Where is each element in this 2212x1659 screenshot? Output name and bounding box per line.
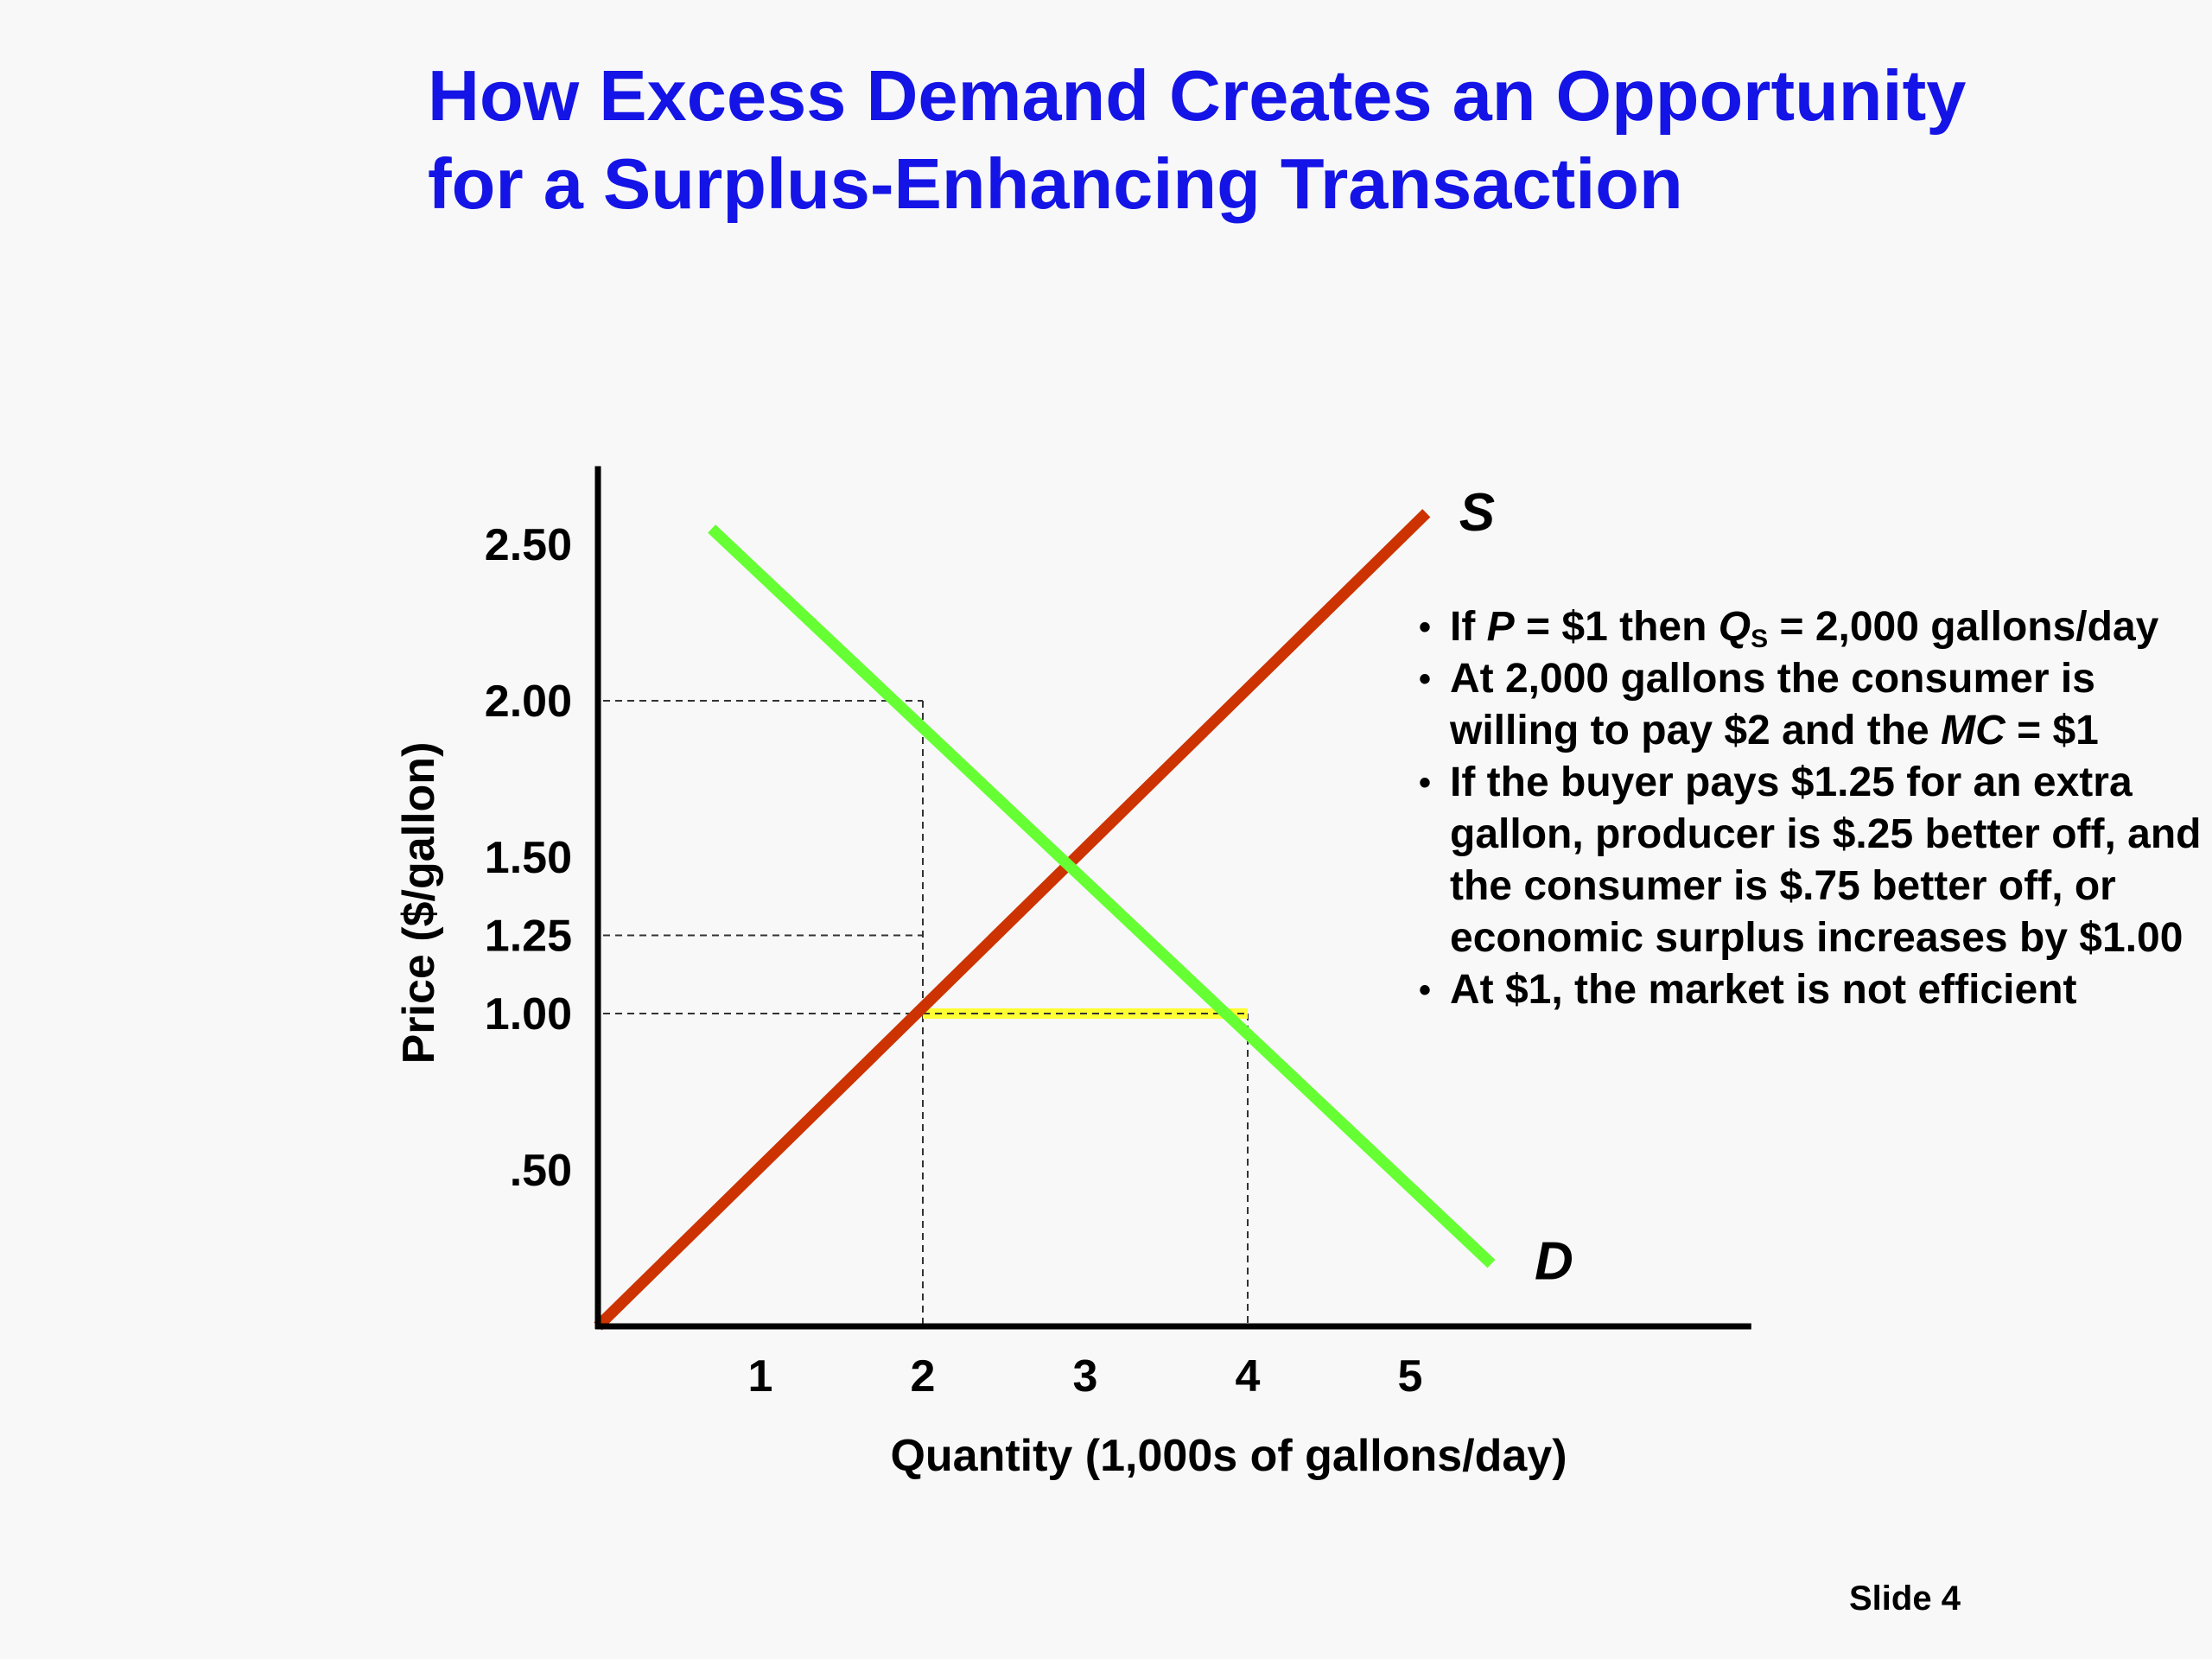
bullet-text: At 2,000 gallons the consumer is willing… [1450, 656, 2095, 753]
bullet-text: At $1, the market is not efficient [1450, 967, 2077, 1013]
y-tick-label: 2.50 [485, 520, 572, 570]
y-tick-label: 1.00 [485, 989, 572, 1039]
demand-curve [708, 524, 1496, 1268]
x-tick-label: 4 [1236, 1351, 1261, 1402]
supply-curve-label: S [1459, 483, 1495, 543]
y-axis-label: Price ($/gallon) [394, 742, 444, 1065]
bullet-text: Q [1718, 604, 1751, 650]
bullet-text: = $1 [2005, 708, 2099, 753]
bullet-text: P [1486, 604, 1515, 650]
x-tick-label: 3 [1073, 1351, 1098, 1402]
bullet-item: If P = $1 then QS = 2,000 gallons/day [1419, 601, 2205, 653]
axes [594, 466, 1751, 1330]
supply-curve [594, 509, 1431, 1331]
y-tick-label: 2.00 [485, 677, 572, 727]
bullet-text: MC [1941, 708, 2005, 753]
x-tick-label: 5 [1398, 1351, 1423, 1402]
slide-title: How Excess Demand Creates an Opportunity… [428, 52, 1966, 228]
y-tick-label: .50 [510, 1146, 572, 1196]
slide-number: Slide 4 [1849, 1580, 1961, 1618]
y-tick-label: 1.25 [485, 912, 572, 962]
x-tick-label: 1 [748, 1351, 773, 1402]
bullet-item: If the buyer pays $1.25 for an extra gal… [1419, 757, 2205, 964]
title-line-1: How Excess Demand Creates an Opportunity [428, 55, 1967, 136]
bullet-text: = 2,000 gallons/day [1768, 604, 2159, 650]
x-axis-label: Quantity (1,000s of gallons/day) [890, 1431, 1567, 1481]
y-tick-label: 1.50 [485, 833, 572, 883]
curves: SD [594, 483, 1573, 1331]
tick-labels: 1 2 3 4 5 .50 1.00 1.25 1.50 2.00 2.50 [485, 520, 1423, 1402]
bullet-item: At $1, the market is not efficient [1419, 964, 2205, 1016]
bullet-text: = $1 then [1514, 604, 1719, 650]
bullet-text: If [1450, 604, 1487, 650]
bullet-item: At 2,000 gallons the consumer is willing… [1419, 653, 2205, 757]
bullet-text: If the buyer pays $1.25 for an extra gal… [1450, 760, 2202, 961]
demand-curve-label: D [1535, 1232, 1573, 1292]
explanation-bullets: If P = $1 then QS = 2,000 gallons/dayAt … [1419, 601, 2205, 1016]
bullet-text: S [1751, 625, 1769, 653]
x-tick-label: 2 [911, 1351, 936, 1402]
title-line-2: for a Surplus-Enhancing Transaction [428, 143, 1683, 224]
